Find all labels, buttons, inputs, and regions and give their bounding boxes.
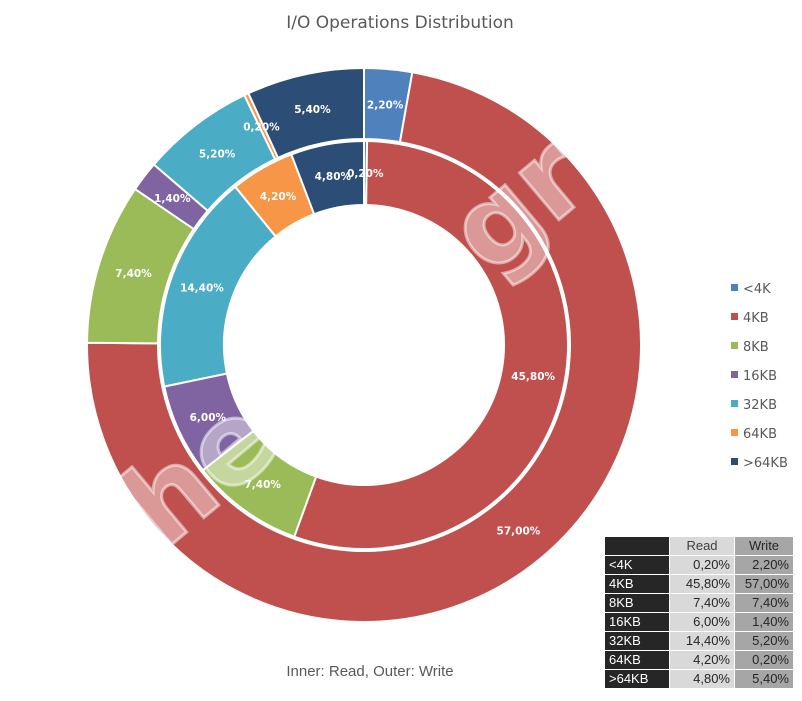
write-label-4kb: 57,00% xyxy=(497,526,541,538)
table-row: 8KB 7,40% 7,40% xyxy=(604,593,794,613)
legend-swatch-16kb xyxy=(731,371,738,378)
legend-label-4kb: 4KB xyxy=(743,311,769,326)
table-cell-write: 7,40% xyxy=(734,593,794,613)
legend-label-32kb: 32KB xyxy=(743,398,777,413)
slice-labels: 2,20% 57,00% 7,40% 1,40% 5,20% 0,20% 5,40% 0,20… xyxy=(115,99,555,537)
table-cell-label: >64KB xyxy=(604,669,670,689)
read-slice-4kb xyxy=(292,140,569,550)
table-cell-label: 64KB xyxy=(604,650,670,670)
read-label-32kb: 14,40% xyxy=(180,282,224,294)
table-cell-write: 5,20% xyxy=(734,631,794,651)
legend-label-64kb: 64KB xyxy=(743,427,777,442)
inner-ring-read xyxy=(159,139,569,550)
write-label-gt-64kb: 5,40% xyxy=(294,104,331,116)
read-label-lt-4k: 0,20% xyxy=(347,168,384,180)
read-slice-gt-64kb xyxy=(290,139,365,216)
write-slice-gt-64kb xyxy=(247,66,365,160)
legend-swatch-32kb xyxy=(731,400,738,407)
write-label-32kb: 5,20% xyxy=(199,148,236,160)
legend-label-lt-4k: <4K xyxy=(743,282,771,297)
table-row: <4K 0,20% 2,20% xyxy=(604,555,794,575)
table-cell-write: 5,40% xyxy=(734,669,794,689)
chart-title: I/O Operations Distribution xyxy=(286,13,514,33)
table-cell-write: 2,20% xyxy=(734,555,794,575)
read-label-64kb: 4,20% xyxy=(260,191,297,203)
legend-label-16kb: 16KB xyxy=(743,369,777,384)
legend-label-gt-64kb: >64KB xyxy=(743,456,788,471)
data-table: Read Write <4K 0,20% 2,20% 4KB 45,80% 57… xyxy=(604,536,794,689)
table-row: 32KB 14,40% 5,20% xyxy=(604,631,794,651)
read-label-16kb: 6,00% xyxy=(190,412,227,424)
read-label-4kb: 45,80% xyxy=(511,371,555,383)
read-label-8kb: 7,40% xyxy=(244,479,281,491)
write-label-lt-4k: 2,20% xyxy=(367,99,404,111)
legend-swatch-4kb xyxy=(731,313,738,320)
table-row: >64KB 4,80% 5,40% xyxy=(604,669,794,689)
table-cell-write: 57,00% xyxy=(734,574,794,594)
table-cell-read: 7,40% xyxy=(669,593,735,613)
table-header-write: Write xyxy=(734,536,794,556)
legend-swatch-gt-64kb xyxy=(731,458,738,465)
legend-swatch-8kb xyxy=(731,342,738,349)
legend: <4K 4KB 8KB 16KB 32KB 64KB >64KB xyxy=(731,282,788,471)
table-row: 16KB 6,00% 1,40% xyxy=(604,612,794,632)
table-cell-label: <4K xyxy=(604,555,670,575)
outer-ring-write xyxy=(86,66,642,623)
table-cell-label: 4KB xyxy=(604,574,670,594)
write-label-16kb: 1,40% xyxy=(154,193,191,205)
table-header-empty xyxy=(604,536,670,556)
table-cell-label: 16KB xyxy=(604,612,670,632)
legend-label-8kb: 8KB xyxy=(743,340,769,355)
table-cell-label: 8KB xyxy=(604,593,670,613)
table-cell-read: 14,40% xyxy=(669,631,735,651)
legend-swatch-64kb xyxy=(731,429,738,436)
write-label-8kb: 7,40% xyxy=(115,268,152,280)
table-cell-read: 0,20% xyxy=(669,555,735,575)
table-cell-read: 4,80% xyxy=(669,669,735,689)
read-label-gt-64kb: 4,80% xyxy=(315,171,352,183)
write-label-64kb: 0,20% xyxy=(243,121,280,133)
legend-swatch-lt-4k xyxy=(731,284,738,291)
chart-caption: Inner: Read, Outer: Write xyxy=(286,663,453,680)
table-cell-write: 0,20% xyxy=(734,650,794,670)
table-header-row: Read Write xyxy=(604,536,794,556)
table-cell-write: 1,40% xyxy=(734,612,794,632)
write-slice-4kb xyxy=(86,71,642,623)
table-header-read: Read xyxy=(669,536,735,556)
table-cell-label: 32KB xyxy=(604,631,670,651)
table-cell-read: 4,20% xyxy=(669,650,735,670)
table-row: 64KB 4,20% 0,20% xyxy=(604,650,794,670)
table-cell-read: 6,00% xyxy=(669,612,735,632)
table-row: 4KB 45,80% 57,00% xyxy=(604,574,794,594)
table-cell-read: 45,80% xyxy=(669,574,735,594)
